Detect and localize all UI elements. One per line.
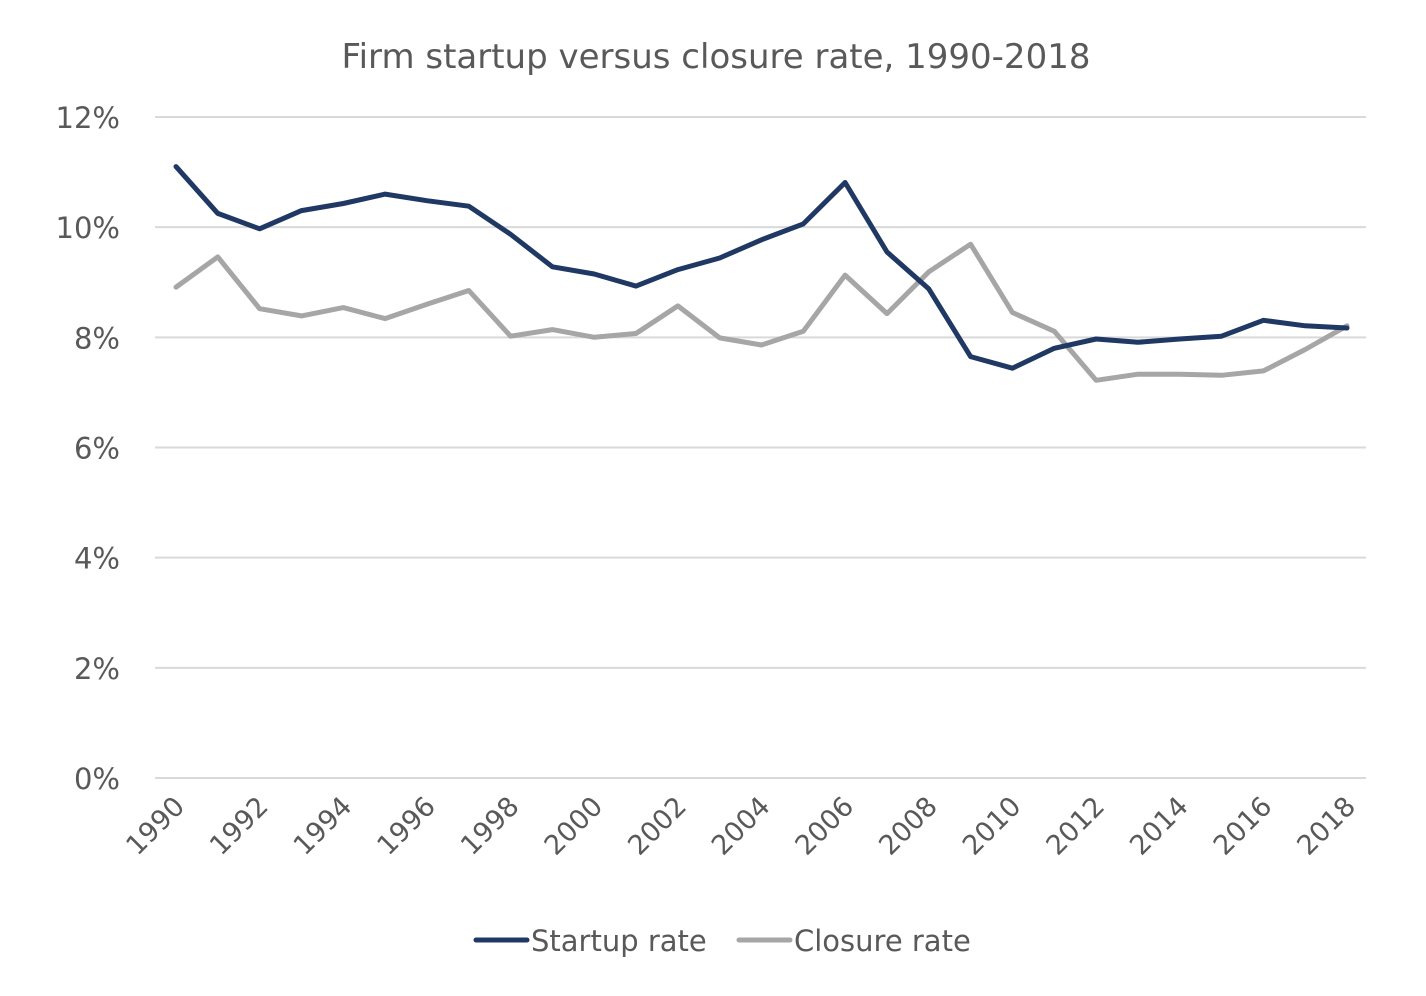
x-tick-label: 1990 (120, 791, 191, 862)
legend-label-closure-rate: Closure rate (794, 924, 971, 958)
x-tick-label: 2016 (1208, 791, 1279, 862)
y-axis-ticks: 0% 2% 4% 6% 8% 10% 12% (56, 101, 120, 796)
y-tick-label: 12% (56, 101, 120, 135)
chart-title: Firm startup versus closure rate, 1990-2… (342, 37, 1091, 77)
x-tick-label: 1998 (455, 791, 526, 862)
y-tick-label: 6% (74, 432, 120, 466)
x-tick-label: 1992 (204, 791, 275, 862)
x-tick-label: 2006 (790, 791, 861, 862)
y-tick-label: 2% (74, 652, 120, 686)
x-tick-label: 2010 (957, 791, 1028, 862)
x-tick-label: 2018 (1291, 791, 1362, 862)
x-tick-label: 2012 (1041, 791, 1112, 862)
y-tick-label: 8% (74, 321, 120, 355)
legend-label-startup-rate: Startup rate (531, 924, 707, 958)
y-tick-label: 10% (56, 211, 120, 245)
x-tick-label: 2004 (706, 791, 777, 862)
x-tick-label: 2008 (873, 791, 944, 862)
y-tick-label: 0% (74, 762, 120, 796)
x-tick-label: 2000 (539, 791, 610, 862)
startup-rate-line (173, 164, 1350, 371)
closure-rate-line (173, 241, 1350, 383)
series-lines (173, 164, 1350, 383)
x-axis-ticks: 1990 1992 1994 1996 1998 2000 2002 2004 2006 2008… (120, 791, 1362, 862)
x-tick-label: 2014 (1124, 791, 1195, 862)
y-tick-label: 4% (74, 542, 120, 576)
legend: Startup rate Closure rate (473, 924, 971, 958)
x-tick-label: 2002 (622, 791, 693, 862)
x-tick-label: 1994 (288, 791, 359, 862)
x-tick-label: 1996 (371, 791, 442, 862)
gridlines (155, 116, 1366, 779)
